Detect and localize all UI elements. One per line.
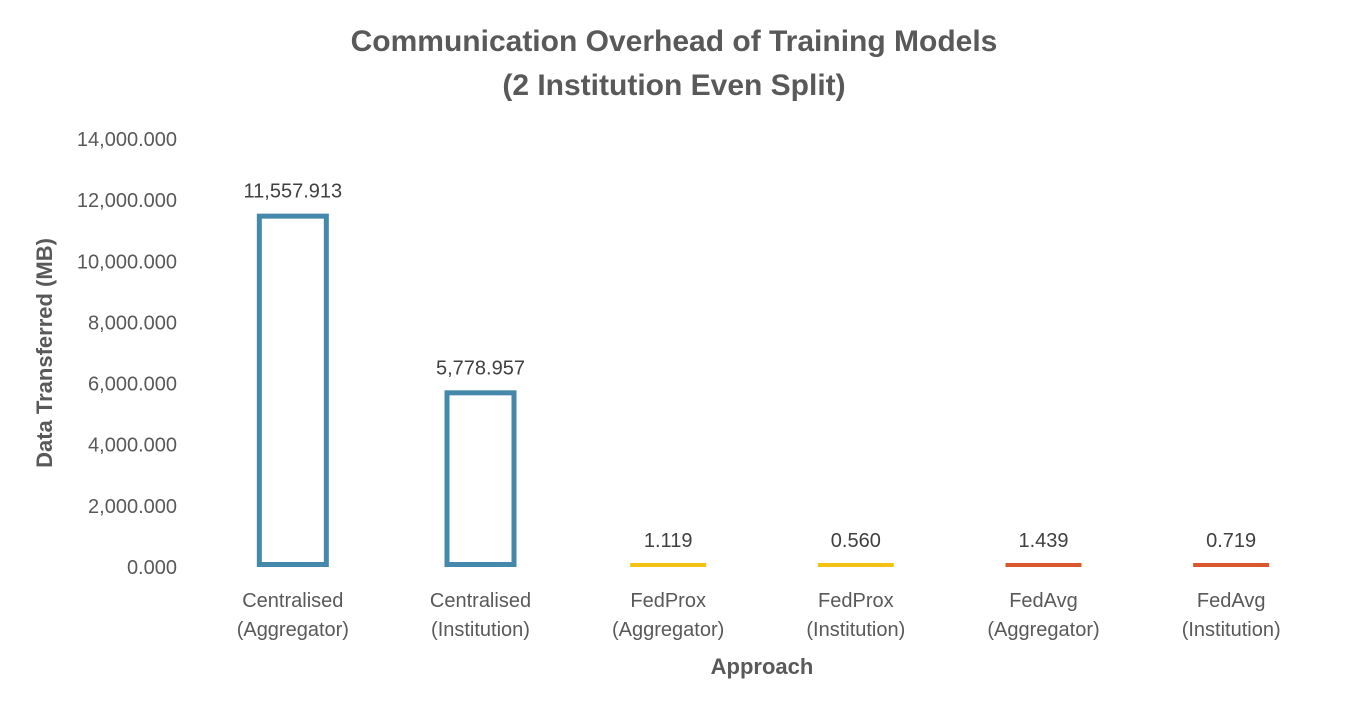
x-category-label: Centralised bbox=[430, 590, 531, 612]
bar bbox=[817, 563, 894, 567]
data-label: 0.560 bbox=[831, 530, 881, 552]
y-tick-label: 2,000.000 bbox=[88, 496, 177, 518]
x-category-label: Centralised bbox=[242, 590, 343, 612]
bars bbox=[256, 213, 1270, 568]
x-category-label: (Institution) bbox=[806, 619, 905, 641]
y-tick-label: 6,000.000 bbox=[88, 374, 177, 396]
x-axis-categories: Centralised (Aggregator) Centralised (Insti… bbox=[237, 590, 1281, 641]
x-category-label: (Institution) bbox=[431, 619, 530, 641]
data-labels: 11,557.913 5,778.957 1.119 0.560 1.439 0.719 bbox=[244, 181, 1257, 552]
y-tick-label: 12,000.000 bbox=[77, 190, 177, 212]
data-label: 1.119 bbox=[644, 530, 693, 552]
x-category-label: FedAvg bbox=[1009, 590, 1078, 612]
bar bbox=[1005, 563, 1082, 567]
y-tick-label: 0.000 bbox=[127, 557, 177, 579]
data-label: 5,778.957 bbox=[436, 357, 525, 379]
data-label: 0.719 bbox=[1206, 530, 1256, 552]
x-axis-title: Approach bbox=[711, 654, 814, 679]
x-category-label: (Aggregator) bbox=[612, 619, 724, 641]
y-tick-label: 14,000.000 bbox=[77, 129, 177, 151]
x-category-label: FedProx bbox=[630, 590, 706, 612]
y-axis-ticks: 0.000 2,000.000 4,000.000 6,000.000 8,000.00… bbox=[77, 129, 177, 579]
x-category-label: (Institution) bbox=[1182, 619, 1281, 641]
chart-title-line-1: Communication Overhead of Training Model… bbox=[351, 25, 998, 58]
chart-title-line-2: (2 Institution Even Split) bbox=[502, 69, 845, 102]
y-tick-label: 4,000.000 bbox=[88, 435, 177, 457]
y-tick-label: 8,000.000 bbox=[88, 312, 177, 334]
data-label: 1.439 bbox=[1018, 530, 1068, 552]
bar bbox=[256, 213, 329, 567]
x-category-label: FedProx bbox=[818, 590, 894, 612]
x-category-label: (Aggregator) bbox=[237, 619, 349, 641]
y-tick-label: 10,000.000 bbox=[77, 251, 177, 273]
bar bbox=[1193, 563, 1270, 567]
bar bbox=[630, 563, 707, 567]
x-category-label: FedAvg bbox=[1197, 590, 1266, 612]
data-label: 11,557.913 bbox=[244, 181, 343, 203]
y-axis-title: Data Transferred (MB) bbox=[32, 238, 57, 468]
bar bbox=[444, 390, 517, 568]
x-category-label: (Aggregator) bbox=[987, 619, 1099, 641]
